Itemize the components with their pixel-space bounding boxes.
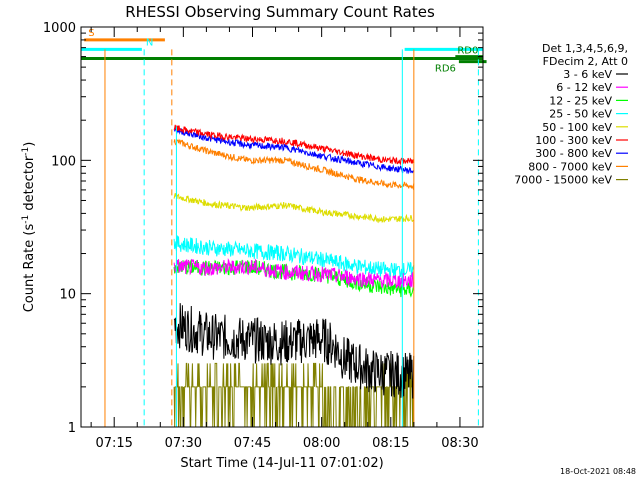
series-line-3-6-kev xyxy=(173,303,415,399)
y-axis-label: Count Rate (s-1 detector-1) xyxy=(21,142,37,313)
x-tick-label: 07:30 xyxy=(165,436,202,451)
plot-frame xyxy=(80,26,484,428)
legend-label-300-800-kev: 300 - 800 keV xyxy=(535,147,612,160)
y-tick-label: 1000 xyxy=(43,21,76,36)
rd6-label: RD6 xyxy=(435,64,456,75)
legend-label-50-100-kev: 50 - 100 keV xyxy=(542,121,612,134)
series-layer xyxy=(173,124,415,428)
x-tick-label: 07:15 xyxy=(95,436,132,451)
series-line-25-50-kev xyxy=(173,235,415,280)
series-line-7000-15000-kev xyxy=(173,362,415,428)
y-tick-label: 10 xyxy=(59,288,76,303)
series-line-300-800-kev xyxy=(173,128,415,175)
rd0-label: RD0 xyxy=(457,46,478,57)
legend-label-100-300-kev: 100 - 300 keV xyxy=(535,134,612,147)
generation-timestamp: 18-Oct-2021 08:48 xyxy=(560,467,636,476)
attenuator-state-label: S xyxy=(88,28,94,39)
y-tick-label: 1 xyxy=(68,421,76,436)
x-tick-label: 08:00 xyxy=(303,436,340,451)
legend-header-line-1: Det 1,3,4,5,6,9, xyxy=(542,42,628,55)
legend: Det 1,3,4,5,6,9, FDecim 2, Att 0 3 - 6 k… xyxy=(514,42,628,187)
x-tick-label: 07:45 xyxy=(234,436,271,451)
series-line-6-12-kev xyxy=(173,257,415,290)
x-axis-label: Start Time (14-Jul-11 07:01:02) xyxy=(180,456,383,471)
legend-header-line-2: FDecim 2, Att 0 xyxy=(543,55,628,68)
y-tick-label: 100 xyxy=(51,154,76,169)
legend-label-7000-15000-kev: 7000 - 15000 keV xyxy=(514,174,612,187)
series-line-100-300-kev xyxy=(173,124,415,166)
x-axis-ticks: 07:15 07:30 07:45 08:00 08:15 08:30 xyxy=(90,27,479,451)
x-tick-label: 08:30 xyxy=(441,436,478,451)
legend-label-800-7000-kev: 800 - 7000 keV xyxy=(528,160,612,173)
legend-label-6-12-kev: 6 - 12 keV xyxy=(556,81,612,94)
series-line-800-7000-kev xyxy=(173,138,415,191)
x-tick-label: 08:15 xyxy=(372,436,409,451)
y-axis-ticks: 1 10 100 1000 xyxy=(43,21,483,436)
chart-title: RHESSI Observing Summary Count Rates xyxy=(125,3,435,21)
night-label: N xyxy=(146,37,153,48)
series-line-50-100-kev xyxy=(173,193,414,224)
legend-label-12-25-kev: 12 - 25 keV xyxy=(549,94,612,107)
legend-label-3-6-kev: 3 - 6 keV xyxy=(563,68,612,81)
legend-label-25-50-kev: 25 - 50 keV xyxy=(549,108,612,121)
